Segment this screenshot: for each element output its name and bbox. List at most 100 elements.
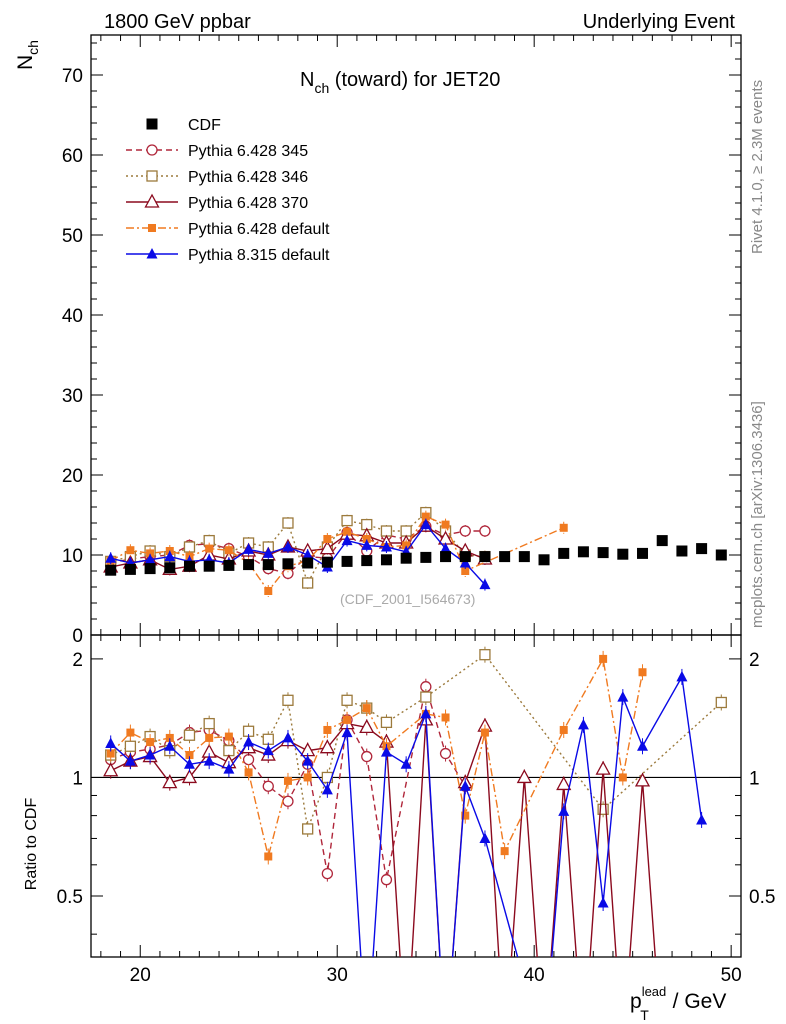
xlabel-base: p <box>630 990 642 1013</box>
data-point <box>479 551 491 563</box>
main-panel <box>103 506 727 597</box>
ratio-point <box>459 780 471 791</box>
ratio-point <box>264 852 273 861</box>
ratio-point <box>282 795 294 807</box>
data-point <box>144 563 156 575</box>
ratio-point <box>634 772 651 787</box>
ratio-point <box>362 704 371 713</box>
data-point <box>459 525 471 537</box>
legend-marker <box>144 193 160 208</box>
legend-label: Pythia 6.428 default <box>188 221 330 238</box>
data-point <box>361 539 373 550</box>
ratio-point <box>144 749 156 760</box>
data-point <box>144 553 156 565</box>
data-point <box>223 559 235 571</box>
ratio-point <box>126 728 135 737</box>
ratio-panel <box>91 646 741 957</box>
data-point <box>696 543 708 555</box>
analysis-id-label: (CDF_2001_I564673) <box>340 591 475 607</box>
title-sub: ch <box>314 80 329 96</box>
ratio-point <box>420 691 432 703</box>
series-0 <box>105 520 491 580</box>
data-point <box>538 554 550 566</box>
data-point <box>343 527 352 536</box>
ratio-point <box>302 823 314 835</box>
data-point <box>656 535 668 547</box>
ratio-tick-label-right: 2 <box>749 650 760 671</box>
ratio-point <box>106 749 115 758</box>
ratio-point <box>321 867 334 880</box>
legend-label: Pythia 8.315 default <box>188 247 330 264</box>
ratio-point <box>303 773 312 782</box>
ratio-point <box>262 744 274 756</box>
xlabel-sub: T <box>640 1007 649 1023</box>
ratio-tick-label-right: 1 <box>749 768 760 789</box>
ratio-series-4 <box>105 668 708 957</box>
ratio-series-3 <box>106 650 647 865</box>
y-tick-label: 70 <box>62 66 83 87</box>
ratio-point <box>183 758 195 769</box>
series-2 <box>103 517 493 576</box>
ratio-point <box>162 774 178 789</box>
ratio-point <box>203 755 215 766</box>
data-point <box>559 523 568 532</box>
data-point <box>676 545 688 557</box>
x-axis-label: plead T / GeV <box>630 984 726 1023</box>
ratio-point <box>223 744 235 757</box>
data-point <box>264 587 273 595</box>
data-point <box>105 552 117 563</box>
data-point <box>400 525 412 537</box>
ratio-point <box>185 751 194 760</box>
ratio-point <box>282 731 294 743</box>
data-point <box>205 544 214 553</box>
data-point <box>302 549 314 560</box>
data-point <box>183 541 196 553</box>
data-point <box>577 546 589 558</box>
data-point <box>361 555 373 567</box>
title-rest: (toward) for JET20 <box>329 69 500 91</box>
data-point <box>461 567 470 575</box>
ratio-point <box>341 694 353 706</box>
ratio-point <box>479 649 491 661</box>
y-tick-label: 60 <box>62 146 83 167</box>
ratio-point <box>676 670 688 682</box>
ratio-point <box>181 769 198 784</box>
ratio-point <box>516 769 532 784</box>
ratio-point <box>479 832 491 843</box>
data-point <box>558 547 570 559</box>
legend-marker <box>146 170 158 182</box>
y-tick-label: 20 <box>62 466 83 487</box>
ratio-tick-label: 2 <box>72 650 83 671</box>
data-point <box>262 559 274 571</box>
data-point <box>380 554 392 566</box>
y-tick-label: 30 <box>62 386 83 407</box>
data-point <box>302 557 314 569</box>
y-tick-label: 50 <box>62 226 83 247</box>
ratio-point <box>164 740 176 751</box>
chart-title: Nch (toward) for JET20 <box>300 69 500 96</box>
data-point <box>282 558 294 570</box>
data-point <box>440 551 452 563</box>
data-point <box>164 562 176 574</box>
ratio-point <box>715 696 727 709</box>
data-point <box>243 559 255 571</box>
ratio-point <box>380 746 392 757</box>
data-point <box>341 555 353 567</box>
data-point <box>499 551 511 563</box>
ratio-point <box>558 805 570 816</box>
data-point <box>400 552 412 564</box>
ratio-point <box>359 719 375 734</box>
xlabel-sup: lead <box>642 984 667 999</box>
ratio-point <box>262 780 274 792</box>
ratio-point <box>205 733 214 742</box>
legend-marker <box>146 144 158 156</box>
ratio-point <box>242 753 255 766</box>
legend-label: Pythia 6.428 346 <box>188 169 308 186</box>
ratio-point <box>124 740 137 752</box>
ratio-point <box>480 728 489 737</box>
data-point <box>164 550 176 562</box>
data-point <box>243 543 255 554</box>
ratio-point <box>595 760 611 775</box>
main-ylabel: Nch <box>14 40 41 70</box>
